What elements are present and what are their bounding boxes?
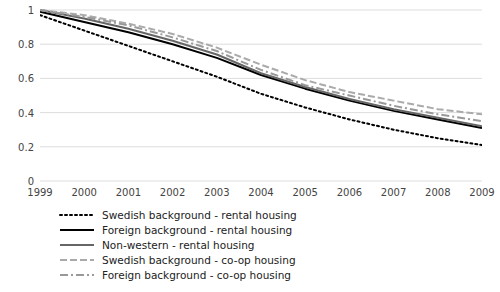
series-line [40, 10, 482, 121]
grid-line [40, 44, 482, 45]
x-tick-label: 1999 [27, 187, 52, 198]
grid-line [40, 146, 482, 147]
legend-label: Foreign background - co-op housing [102, 269, 291, 281]
x-tick-label: 2009 [469, 187, 494, 198]
legend-swatch [60, 274, 94, 276]
y-tick-label: 0.8 [18, 39, 34, 50]
series-line [40, 10, 482, 114]
legend-swatch [60, 214, 94, 216]
grid-line [40, 181, 482, 182]
x-tick-label: 2003 [204, 187, 229, 198]
x-tick-label: 2005 [292, 187, 317, 198]
series-line [40, 15, 482, 145]
grid-line [40, 78, 482, 79]
x-tick-label: 2006 [337, 187, 362, 198]
legend-label: Non-western - rental housing [102, 239, 255, 251]
x-tick-label: 2008 [425, 187, 450, 198]
legend-label: Swedish background - co-op housing [102, 254, 296, 266]
y-axis: 0 0.2 0.4 0.6 0.8 1 [18, 5, 482, 187]
legend-swatch [60, 244, 94, 246]
legend: Swedish background - rental housing Forei… [60, 209, 297, 281]
chart: 0 0.2 0.4 0.6 0.8 1 1999 2000 2001 2002 2003 2004 20… [0, 0, 500, 292]
legend-label: Swedish background - rental housing [102, 209, 297, 221]
y-tick-label: 0.2 [18, 142, 34, 153]
grid-line [40, 10, 482, 11]
y-tick-label: 0.6 [18, 73, 34, 84]
x-tick-label: 2002 [160, 187, 185, 198]
y-tick-label: 1 [28, 5, 34, 16]
y-tick-label: 0 [28, 176, 34, 187]
plot-area [40, 10, 482, 145]
legend-label: Foreign background - rental housing [102, 224, 292, 236]
x-tick-label: 2007 [381, 187, 406, 198]
x-axis: 1999 2000 2001 2002 2003 2004 2005 2006 2007 2008… [27, 187, 494, 198]
x-tick-label: 2004 [248, 187, 273, 198]
y-tick-label: 0.4 [18, 108, 34, 119]
legend-swatch [60, 259, 94, 261]
x-tick-label: 2001 [116, 187, 141, 198]
legend-swatch [60, 229, 94, 231]
series-line [40, 10, 482, 126]
x-tick-label: 2000 [71, 187, 96, 198]
